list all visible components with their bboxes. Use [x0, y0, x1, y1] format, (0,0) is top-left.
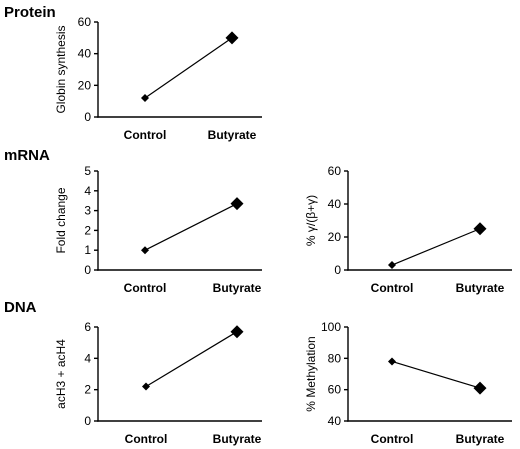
y-tick-label: 100 — [321, 320, 341, 334]
x-category-label: Control — [124, 128, 167, 142]
y-tick-label: 4 — [84, 184, 91, 198]
series-line — [144, 37, 233, 99]
y-tick-label: 80 — [328, 351, 342, 365]
y-tick-label: 20 — [78, 78, 92, 92]
x-category-label: Butyrate — [208, 128, 257, 142]
x-category-label: Control — [371, 281, 414, 295]
y-tick-label: 4 — [84, 351, 91, 365]
y-axis-title: % Methylation — [304, 336, 318, 411]
y-tick-label: 40 — [78, 47, 92, 61]
y-tick-label: 0 — [84, 263, 91, 277]
data-point-marker — [141, 246, 149, 255]
series-line — [145, 331, 238, 388]
x-category-label: Butyrate — [456, 432, 505, 446]
section-label-mrna: mRNA — [4, 147, 50, 164]
y-tick-label: 2 — [84, 383, 91, 397]
x-category-label: Butyrate — [213, 432, 262, 446]
chart-panel-4: 0 2 4 6 acH3 + acH4 Control Butyrate — [54, 320, 262, 446]
series-line — [144, 203, 238, 251]
y-tick-label: 20 — [328, 230, 342, 244]
data-point-marker — [142, 382, 150, 391]
y-tick-label: 40 — [328, 197, 342, 211]
y-tick-label: 60 — [78, 15, 92, 29]
data-point-marker — [473, 222, 487, 236]
section-label-protein: Protein — [4, 4, 56, 21]
chart-panel-2: 0 1 2 3 4 5 Fold change Control Butyrate — [54, 164, 262, 295]
y-tick-label: 60 — [328, 164, 342, 178]
data-point-marker — [388, 261, 396, 270]
data-point-marker — [230, 325, 244, 339]
series-line — [391, 228, 481, 266]
y-axis-title: % γ/(β+γ) — [304, 195, 318, 246]
y-tick-label: 3 — [84, 204, 91, 218]
chart-panel-5: 40 60 80 100% Methylation Control Butyrate — [304, 320, 512, 446]
chart-panel-1: 0 20 40 60 Globin synthesis Control Butyrate — [54, 15, 262, 142]
y-tick-label: 40 — [328, 414, 342, 428]
y-tick-label: 0 — [334, 263, 341, 277]
section-label-dna: DNA — [4, 299, 37, 316]
y-axis-title: Globin synthesis — [54, 25, 68, 113]
y-tick-label: 2 — [84, 223, 91, 237]
series-line — [391, 360, 481, 389]
y-tick-label: 60 — [328, 383, 342, 397]
data-point-marker — [388, 357, 396, 366]
y-axis-title: Fold change — [54, 187, 68, 253]
x-category-label: Butyrate — [456, 281, 505, 295]
x-category-label: Control — [124, 281, 167, 295]
y-tick-label: 0 — [84, 110, 91, 124]
y-tick-label: 0 — [84, 414, 91, 428]
y-tick-label: 1 — [84, 243, 91, 257]
data-point-marker — [230, 197, 244, 211]
x-category-label: Butyrate — [213, 281, 262, 295]
y-tick-label: 6 — [84, 320, 91, 334]
chart-panel-3: 0 20 40 60 % γ/(β+γ) Control Butyrate — [304, 164, 512, 295]
x-category-label: Control — [371, 432, 414, 446]
data-point-marker — [141, 94, 149, 102]
y-tick-label: 5 — [84, 164, 91, 178]
y-axis-title: acH3 + acH4 — [54, 339, 68, 409]
x-category-label: Control — [125, 432, 168, 446]
data-point-marker — [473, 381, 487, 395]
data-point-marker — [225, 31, 239, 45]
